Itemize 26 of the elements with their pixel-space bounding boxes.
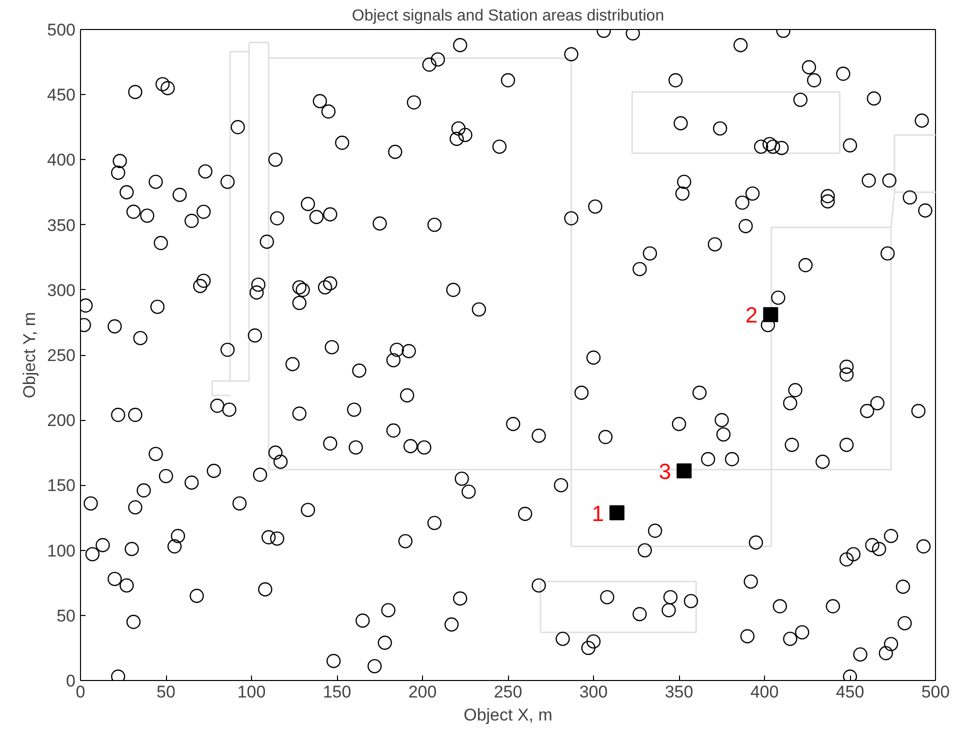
y-tick-label: 350 — [47, 216, 76, 235]
x-tick-label: 300 — [579, 682, 608, 702]
x-tick-label: 500 — [921, 682, 950, 702]
y-tick-label: 500 — [47, 20, 76, 40]
y-tick-label: 100 — [47, 541, 76, 560]
x-tick-label: 50 — [156, 682, 176, 702]
y-tick-label: 250 — [47, 346, 76, 365]
y-tick-label: 200 — [47, 411, 76, 430]
x-tick-label: 400 — [750, 682, 779, 702]
y-tick-label: 150 — [47, 476, 76, 496]
x-tick-label: 250 — [494, 682, 522, 702]
x-tick-label: 150 — [322, 682, 352, 702]
y-tick-label: 50 — [56, 606, 76, 626]
x-tick-label: 200 — [408, 682, 437, 702]
x-tick-label: 450 — [836, 682, 864, 702]
annotation: 2 — [745, 302, 758, 328]
y-tick-label: 450 — [47, 86, 76, 105]
x-axis-title: Object X, m — [464, 706, 552, 724]
y-tick-label: 400 — [47, 150, 76, 170]
x-tick-label: 100 — [237, 682, 266, 702]
annotation: 1 — [592, 500, 604, 526]
x-tick-label: 350 — [664, 682, 694, 702]
y-tick-label: 300 — [47, 280, 76, 300]
y-axis-title: Object Y, m — [20, 312, 40, 398]
annotation: 3 — [658, 458, 672, 484]
chart-title: Object signals and Station areas distribution — [352, 8, 664, 24]
